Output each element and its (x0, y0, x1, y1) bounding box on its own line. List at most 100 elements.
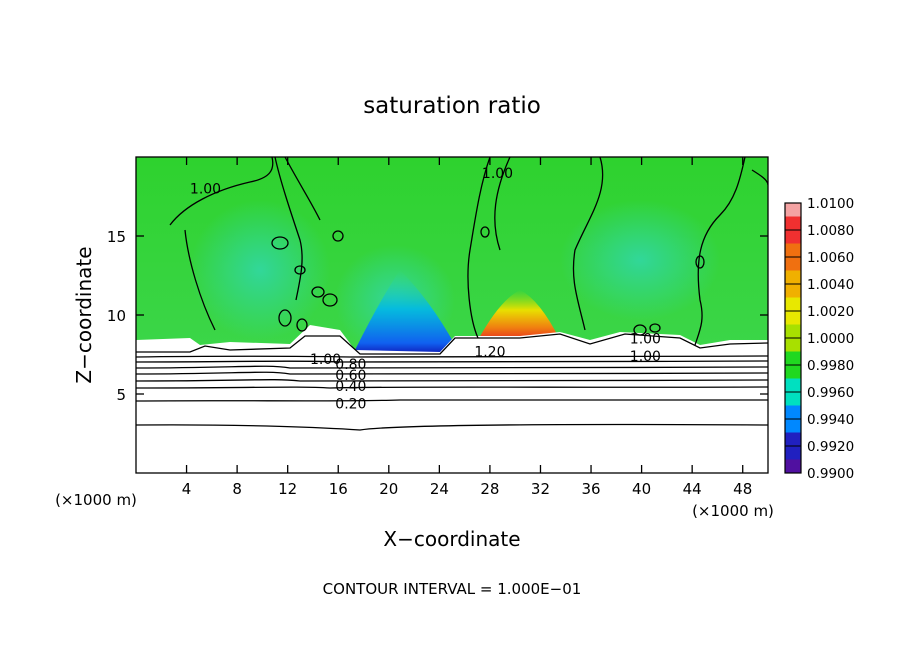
colorbar-band (785, 351, 801, 366)
colorbar-band (785, 297, 801, 312)
x-axis-unit-left: (×1000 m) (55, 491, 137, 509)
colorbar-label: 0.9980 (807, 358, 854, 374)
contour-blob (322, 293, 338, 307)
x-tick-label: 8 (232, 480, 242, 498)
contour-label: 0.20 (335, 396, 366, 412)
contour-label: 1.00 (630, 332, 661, 348)
contour-label: 0.40 (335, 379, 366, 395)
contour-line (274, 157, 303, 301)
contour-blob (695, 255, 705, 269)
colorbar-band (785, 338, 801, 352)
colorbar-band (785, 459, 801, 474)
x-tick-label: 36 (581, 480, 600, 498)
contour-line (184, 229, 216, 331)
x-tick-label: 16 (329, 480, 348, 498)
colorbar-band (785, 284, 801, 298)
colorbar-band (785, 216, 801, 231)
contour-blob (296, 318, 308, 332)
x-tick-label: 28 (480, 480, 499, 498)
y-axis-label: Z−coordinate (72, 246, 96, 383)
field-stable-layer (136, 352, 768, 473)
x-tick-label: 44 (683, 480, 702, 498)
contour-line (136, 355, 768, 358)
contour-line (136, 379, 768, 382)
contour-line (136, 333, 768, 355)
x-tick-label: 32 (531, 480, 550, 498)
colorbar-label: 0.9900 (807, 466, 854, 482)
contour-blob (278, 309, 292, 327)
contour-lines (136, 157, 768, 431)
colorbar-band (785, 432, 801, 447)
contour-line (169, 157, 274, 226)
contour-blob (311, 286, 325, 298)
colorbar-label: 0.9920 (807, 439, 854, 455)
colorbar-label: 1.0100 (807, 196, 854, 212)
contour-blob (332, 230, 344, 242)
contour-line (136, 360, 768, 363)
contour-line (136, 371, 768, 375)
x-tick-label: 4 (182, 480, 192, 498)
colorbar: 1.0100 1.0080 1.0060 1.0040 1.0020 1.0000 0.99… (784, 196, 854, 482)
colorbar-band (785, 257, 801, 271)
plot-area: 1.001.001.201.000.800.600.400.201.001.00 (136, 157, 768, 473)
contour-labels: 1.001.001.201.000.800.600.400.201.001.00 (190, 166, 661, 413)
colorbar-band (785, 365, 801, 379)
colorbar-band (785, 378, 801, 393)
colorbar-label: 1.0000 (807, 331, 854, 347)
colorbar-label: 0.9960 (807, 385, 854, 401)
contour-line (494, 157, 511, 251)
x-axis-unit-right: (×1000 m) (692, 502, 774, 520)
contour-blob (633, 324, 647, 336)
y-tick-label: 5 (116, 386, 126, 404)
contour-label: 1.00 (190, 182, 221, 198)
contour-label: 0.80 (335, 357, 366, 373)
contour-line (467, 157, 491, 339)
x-tick-label: 12 (278, 480, 297, 498)
colorbar-band (785, 392, 801, 406)
field-dry-core (355, 270, 460, 356)
colorbar-band (785, 311, 801, 325)
contour-line (136, 365, 768, 369)
contour-label: 1.20 (474, 344, 505, 360)
colorbar-label: 1.0080 (807, 223, 854, 239)
contour-blob (649, 323, 661, 333)
colorbar-band (785, 243, 801, 258)
field-region (560, 200, 720, 320)
contour-label: 1.00 (482, 166, 513, 182)
contour-line (572, 157, 604, 331)
contour-label: 0.60 (335, 368, 366, 384)
colorbar-band (785, 324, 801, 339)
y-tick-label: 15 (107, 228, 126, 246)
contour-line (694, 157, 746, 346)
field-region (190, 200, 330, 340)
colorbar-band (785, 270, 801, 285)
x-tick-label: 40 (632, 480, 651, 498)
colorbar-label: 0.9940 (807, 412, 854, 428)
colorbar-band (785, 419, 801, 433)
contour-interval-note: CONTOUR INTERVAL = 1.000E−01 (323, 580, 582, 598)
contour-blob (480, 226, 490, 238)
contour-label: 1.00 (310, 352, 341, 368)
contour-line (284, 157, 321, 221)
x-axis: 4 8 12 16 20 24 28 32 36 40 44 48 (182, 157, 752, 498)
contour-blob (271, 236, 289, 250)
colorbar-band (785, 203, 801, 217)
x-axis-label: X−coordinate (383, 527, 520, 551)
contour-line (136, 399, 768, 402)
y-tick-label: 10 (107, 307, 126, 325)
chart-title: saturation ratio (363, 93, 541, 119)
contour-label: 1.00 (630, 349, 661, 365)
x-tick-label: 24 (430, 480, 449, 498)
colorbar-label: 1.0060 (807, 250, 854, 266)
contour-line (136, 386, 768, 389)
contour-line (136, 423, 768, 431)
x-tick-label: 20 (379, 480, 398, 498)
contour-blob (294, 265, 306, 275)
x-tick-label: 48 (733, 480, 752, 498)
field-wet-core (478, 290, 560, 340)
colorbar-band (785, 405, 801, 420)
colorbar-label: 1.0040 (807, 277, 854, 293)
y-axis: 5 10 15 (107, 228, 768, 404)
colorbar-label: 1.0020 (807, 304, 854, 320)
